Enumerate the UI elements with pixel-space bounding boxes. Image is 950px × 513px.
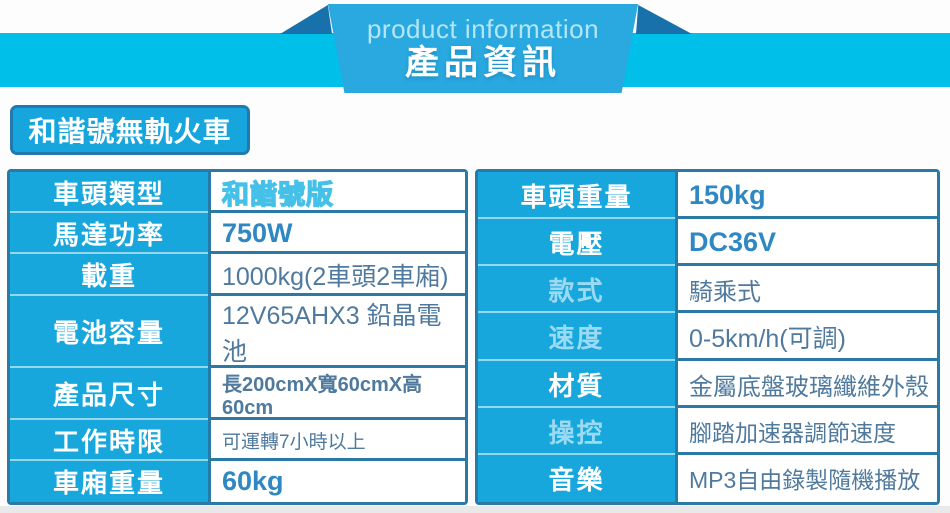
spec-value: 0-5km/h(可調) (675, 313, 937, 361)
spec-row-music: 音樂 MP3自由錄製隨機播放 (478, 454, 937, 502)
spec-value: 金屬底盤玻璃纖維外殼 (675, 360, 937, 408)
spec-value: 12V65AHX3 鉛晶電池 (208, 295, 465, 368)
banner-fold-left-icon (280, 5, 332, 34)
spec-row-voltage: 電壓 DC36V (478, 219, 937, 267)
banner-subtitle: product information (366, 13, 600, 44)
spec-row-style: 款式 騎乘式 (478, 266, 937, 314)
banner-title: 產品資訊 (405, 43, 561, 82)
spec-label: 載重 (10, 254, 208, 296)
spec-label: 操控 (478, 407, 675, 455)
spec-value: 騎乘式 (675, 266, 937, 314)
spec-row-speed: 速度 0-5km/h(可調) (478, 313, 937, 361)
spec-row-motor-power: 馬達功率 750W (10, 213, 465, 255)
spec-label: 款式 (478, 266, 675, 314)
spec-value: 750W (208, 213, 465, 255)
product-name-label: 和諧號無軌火車 (28, 116, 232, 147)
spec-label: 材質 (478, 360, 675, 408)
spec-label: 電池容量 (10, 295, 208, 368)
product-info-banner: product information 產品資訊 (0, 0, 950, 94)
spec-row-material: 材質 金屬底盤玻璃纖維外殼 (478, 360, 937, 408)
spec-row-control: 操控 腳踏加速器調節速度 (478, 407, 937, 455)
bottom-divider (0, 506, 950, 513)
spec-row-load: 載重 1000kg(2車頭2車廂) (10, 254, 465, 296)
spec-row-head-weight: 車頭重量 150kg (478, 172, 937, 220)
spec-row-battery: 電池容量 12V65AHX3 鉛晶電池 (10, 295, 465, 368)
spec-value: 可運轉7小時以上 (208, 419, 465, 461)
spec-row-dimensions: 產品尺寸 長200cmX寬60cmX高60cm (10, 367, 465, 420)
spec-label: 音樂 (478, 454, 675, 502)
spec-label: 工作時限 (10, 419, 208, 461)
spec-value: DC36V (675, 219, 937, 267)
banner-fold-right-icon (636, 5, 692, 34)
spec-label: 車頭重量 (478, 172, 675, 220)
spec-label: 電壓 (478, 219, 675, 267)
spec-row-head-type: 車頭類型 和諧號版 (10, 172, 465, 214)
spec-value: 腳踏加速器調節速度 (675, 407, 937, 455)
spec-label: 馬達功率 (10, 213, 208, 255)
spec-label: 車頭類型 (10, 172, 208, 214)
spec-row-runtime: 工作時限 可運轉7小時以上 (10, 419, 465, 461)
spec-value: 60kg (208, 460, 465, 502)
spec-value: 150kg (675, 172, 937, 220)
spec-row-carriage-weight: 車廂重量 60kg (10, 460, 465, 502)
spec-label: 速度 (478, 313, 675, 361)
spec-value: 和諧號版 (208, 172, 465, 214)
spec-label: 產品尺寸 (10, 367, 208, 420)
spec-value: 長200cmX寬60cmX高60cm (208, 367, 465, 420)
spec-value: MP3自由錄製隨機播放 (675, 454, 937, 502)
banner-center-plate: product information 產品資訊 (327, 4, 639, 93)
spec-tables: 車頭類型 和諧號版 馬達功率 750W 載重 1000kg(2車頭2車廂) 電池… (7, 169, 940, 505)
product-name-badge: 和諧號無軌火車 (10, 105, 250, 155)
spec-table-left: 車頭類型 和諧號版 馬達功率 750W 載重 1000kg(2車頭2車廂) 電池… (7, 169, 468, 505)
spec-label: 車廂重量 (10, 460, 208, 502)
spec-value: 1000kg(2車頭2車廂) (208, 254, 465, 296)
spec-table-right: 車頭重量 150kg 電壓 DC36V 款式 騎乘式 速度 0-5km/h(可調… (475, 169, 940, 505)
